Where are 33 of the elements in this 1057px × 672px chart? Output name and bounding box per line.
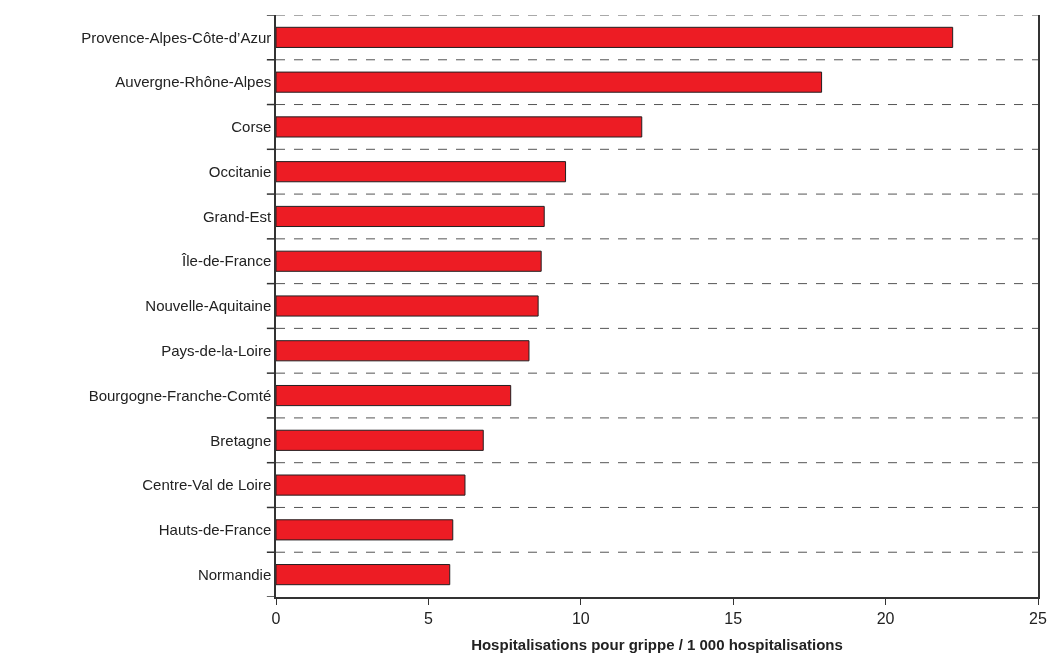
y-tick-label: Pays-de-la-Loire	[161, 342, 272, 360]
y-tick-label: Bretagne	[210, 431, 272, 449]
y-tick-label: Bourgogne-Franche-Comté	[88, 386, 272, 404]
x-tick-label: 20	[876, 609, 895, 627]
y-tick-label: Nouvelle-Aquitaine	[145, 297, 272, 315]
bar	[276, 295, 539, 317]
y-tick-label: Hauts-de-France	[158, 521, 272, 539]
x-tick-label: 5	[423, 609, 433, 627]
bar	[276, 519, 454, 541]
bar	[276, 161, 567, 183]
bar	[276, 250, 542, 272]
y-tick-label: Centre-Val de Loire	[142, 476, 272, 494]
bar	[276, 429, 484, 451]
y-tick-label: Provence-Alpes-Côte-d’Azur	[81, 28, 272, 46]
y-tick-label: Normandie	[197, 565, 272, 583]
x-tick-label: 0	[271, 609, 281, 627]
bar	[276, 384, 512, 407]
x-tick-label: 25	[1029, 609, 1047, 627]
y-tick-label: Occitanie	[208, 162, 272, 180]
x-tick-label: 15	[724, 609, 743, 627]
bar	[276, 564, 451, 586]
x-axis-title: Hospitalisations pour grippe / 1 000 hospitalisations	[471, 636, 843, 654]
bar	[276, 116, 643, 138]
bar	[276, 71, 823, 93]
bar	[276, 26, 954, 48]
y-tick-label: Auvergne-Rhône-Alpes	[115, 73, 272, 91]
y-tick-label: Corse	[231, 118, 272, 136]
x-tick-label: 10	[571, 609, 590, 627]
bar	[276, 205, 545, 228]
bar	[276, 474, 466, 496]
y-tick-label: Île-de-France	[181, 252, 272, 270]
y-tick-label: Grand-Est	[202, 207, 273, 225]
bar	[276, 340, 530, 362]
